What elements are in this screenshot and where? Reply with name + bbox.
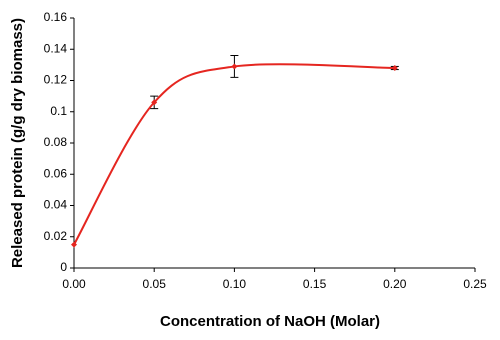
y-tick-label: 0.06: [44, 166, 68, 180]
y-tick-label: 0: [60, 260, 67, 274]
y-tick-label: 0.14: [44, 41, 68, 55]
line: [73, 63, 395, 246]
marker: [71, 241, 77, 248]
y-tick-label: 0.16: [44, 10, 68, 24]
x-tick-label: 0.25: [463, 277, 487, 291]
marker: [231, 63, 238, 70]
y-tick-label: 0.02: [44, 229, 68, 243]
x-tick-label: 0.05: [143, 277, 167, 291]
x-tick-label: 0.10: [223, 277, 247, 291]
x-tick-label: 0.20: [383, 277, 407, 291]
x-tick-label: 0.00: [62, 277, 86, 291]
x-tick-label: 0.15: [303, 277, 327, 291]
y-axis-title: Released protein (g/g dry biomass): [9, 18, 26, 268]
marker: [151, 99, 158, 106]
y-tick-label: 0.08: [44, 135, 68, 149]
y-tick-label: 0.1: [50, 104, 67, 118]
y-tick-label: 0.12: [44, 73, 68, 87]
y-tick-label: 0.04: [44, 198, 68, 212]
marker: [391, 65, 398, 71]
x-axis-title: Concentration of NaOH (Molar): [160, 313, 380, 330]
